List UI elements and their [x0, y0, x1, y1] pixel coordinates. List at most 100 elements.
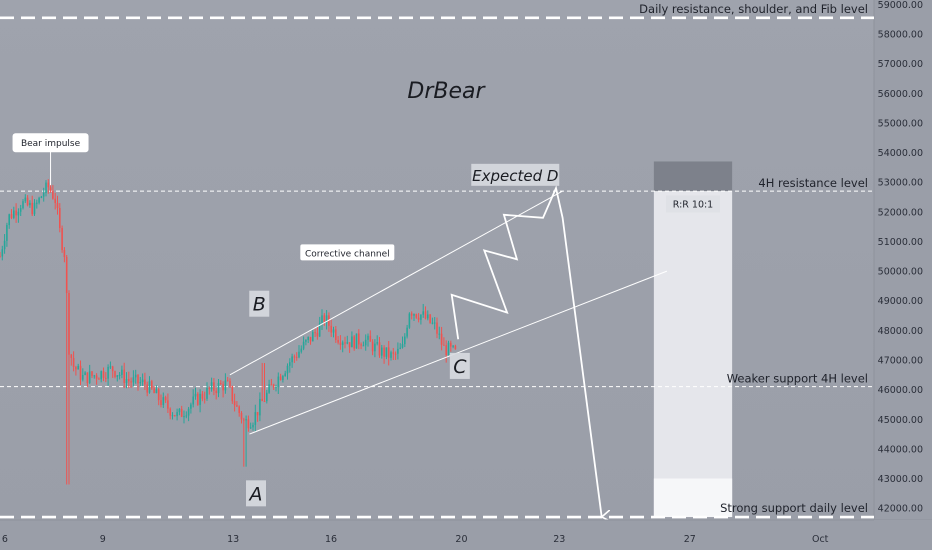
candle-body: [335, 329, 337, 340]
candle-body: [203, 398, 206, 400]
candle-body: [413, 314, 415, 316]
candle-body: [29, 202, 31, 206]
candle-body: [185, 415, 188, 417]
candle-body: [330, 325, 332, 333]
candle-body: [13, 210, 15, 218]
annotations: A B C Expected D Bear impulse: [12, 133, 560, 507]
candle-body: [263, 401, 266, 403]
candle-body: [323, 315, 326, 323]
candle-body: [291, 356, 293, 363]
candle-body: [1, 249, 4, 257]
candle-body: [247, 419, 250, 429]
candle-body: [422, 311, 424, 315]
price-tick: 44000.00: [878, 444, 923, 455]
expected-d-box: [471, 163, 560, 186]
candle-body: [307, 336, 309, 340]
candle-body: [341, 342, 344, 345]
candle-body: [217, 383, 220, 394]
price-tick: 46000.00: [878, 385, 923, 396]
price-tick: 47000.00: [878, 356, 923, 367]
wave-label-b: B: [253, 294, 266, 316]
candle-body: [305, 339, 307, 342]
candle-body: [197, 393, 199, 405]
time-tick: 9: [100, 534, 106, 545]
candle-body: [201, 393, 204, 399]
price-axis[interactable]: 59000.00 58000.00 57000.00 56000.00 55000.00…: [878, 0, 923, 515]
candle-body: [450, 342, 452, 347]
projected-waves[interactable]: [450, 185, 602, 517]
candle-body: [445, 345, 447, 356]
candle-body: [111, 366, 114, 372]
price-scale-panel[interactable]: [874, 0, 932, 550]
candle-body: [169, 408, 171, 416]
time-tick: 23: [553, 534, 565, 545]
candle-body: [144, 379, 146, 385]
candle-body: [231, 386, 234, 402]
candle-body: [243, 419, 245, 421]
candle-body: [171, 415, 174, 417]
candle-body: [360, 344, 362, 346]
candle-body: [259, 398, 261, 416]
candle-body: [65, 257, 68, 294]
candle-body: [208, 387, 211, 390]
candle-body: [316, 332, 319, 337]
candle-body: [325, 315, 328, 323]
candle-body: [146, 384, 148, 393]
candle-body: [105, 377, 107, 379]
candle-body: [24, 197, 27, 202]
candle-body: [394, 353, 397, 355]
risk-reward-box[interactable]: R:R 10:1: [653, 161, 733, 518]
candle-body: [118, 374, 121, 376]
candle-body: [429, 314, 431, 323]
candle-body: [63, 250, 66, 258]
candle-body: [17, 211, 20, 216]
candle-body: [93, 375, 96, 377]
candle-body: [45, 182, 47, 194]
candle-body: [282, 376, 284, 380]
channel-lower-line[interactable]: [249, 270, 668, 435]
candle-body: [236, 405, 238, 407]
candle-body: [15, 210, 17, 216]
candle-body: [151, 381, 153, 389]
candle-body: [249, 427, 252, 429]
candle-body: [199, 393, 201, 405]
candle-body: [125, 379, 128, 384]
candle-body: [128, 379, 130, 382]
rr-target-zone: [653, 191, 733, 518]
candle-body: [194, 393, 197, 397]
candle-body: [220, 383, 222, 385]
candle-body: [417, 317, 420, 320]
candle-body: [68, 293, 70, 355]
candle-body: [116, 375, 119, 377]
candle-body: [31, 202, 33, 215]
candle-body: [266, 392, 268, 402]
candle-body: [75, 366, 77, 370]
channel-upper-line[interactable]: [229, 190, 563, 376]
candle-body: [183, 416, 185, 418]
candle-body: [355, 333, 358, 349]
time-tick: 27: [684, 534, 696, 545]
candle-body: [238, 406, 240, 413]
corrective-channel[interactable]: Corrective channel: [229, 190, 668, 435]
candle-body: [293, 356, 296, 358]
price-tick: 56000.00: [878, 89, 923, 100]
candle-body: [84, 372, 86, 375]
price-tick: 53000.00: [878, 178, 923, 189]
candle-body: [79, 365, 82, 380]
candle-body: [114, 371, 116, 377]
candle-body: [433, 322, 436, 324]
projection-path[interactable]: [450, 185, 602, 517]
candle-body: [252, 424, 254, 428]
candle-body: [268, 384, 270, 393]
candle-body: [401, 344, 404, 348]
candle-body: [174, 415, 176, 417]
price-tick: 52000.00: [878, 207, 923, 218]
candle-body: [222, 384, 224, 391]
candle-body: [399, 347, 401, 349]
candle-body: [155, 389, 158, 394]
price-tick: 49000.00: [878, 296, 923, 307]
candle-body: [0, 256, 1, 258]
time-axis[interactable]: 6 9 13 16 20 23 27 Oct: [0, 519, 932, 550]
candle-body: [167, 400, 169, 409]
